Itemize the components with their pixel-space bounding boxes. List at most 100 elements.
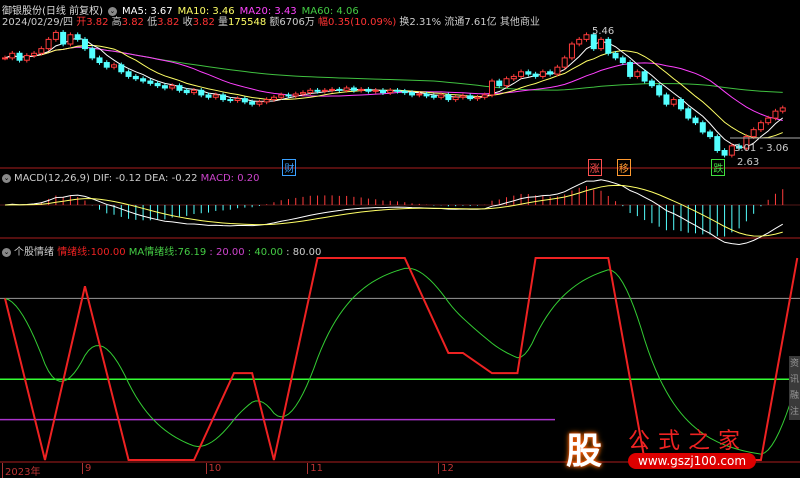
sentiment-line [4, 257, 799, 461]
candle-body [111, 64, 118, 68]
candle-body [329, 88, 336, 91]
vol-value: 175548 [228, 17, 267, 28]
candle-body [154, 82, 161, 87]
candle-body [459, 95, 466, 98]
event-marker[interactable]: 涨 [587, 159, 602, 176]
candle-body [103, 62, 110, 68]
candle-body [183, 89, 190, 94]
logo-glyph: 股 [566, 431, 603, 472]
macd-title[interactable]: MACD(12,26,9) [14, 173, 90, 184]
level-40: : 40.00 [247, 247, 283, 258]
event-marker[interactable]: 财 [282, 159, 297, 176]
candle-body [583, 34, 590, 40]
price-header: 御银股份(日线 前复权) ⌄ MA5: 3.67 MA10: 3.46 MA20: 3.… [2, 2, 364, 17]
candle-body [314, 89, 321, 92]
turnover: 换2.31% [399, 17, 442, 28]
candle-body [656, 85, 663, 96]
level-20: : 20.00 [209, 247, 245, 258]
ma60-label: MA60: 4.06 [301, 6, 359, 17]
event-marker[interactable]: 跌 [711, 159, 726, 176]
dif-line [4, 179, 783, 246]
ma10-label: MA10: 3.46 [177, 6, 235, 17]
macd-label: MACD: 0.20 [200, 173, 260, 184]
x-axis: 2023年 9 10 11 12 [0, 463, 560, 478]
candle-body [343, 87, 350, 91]
float-cap: 流通7.61亿 [444, 17, 497, 28]
candle-body [198, 89, 205, 96]
x-axis-label: 11 [307, 463, 323, 474]
candle-body [379, 89, 386, 94]
candle-body [627, 62, 634, 77]
candle-body [619, 57, 626, 64]
candle-body [125, 71, 132, 77]
side-tab[interactable]: 注 [789, 407, 799, 417]
low-label: 低 [147, 17, 158, 28]
candle-body [132, 75, 139, 80]
candle-body [736, 145, 743, 149]
candle-body [278, 94, 285, 98]
candle-body [518, 71, 525, 77]
side-tab[interactable]: 资 [789, 359, 799, 369]
candle-body [2, 57, 8, 60]
candle-body [445, 94, 452, 101]
x-axis-label: 2023年 [2, 463, 40, 478]
macd-header: ⌄ MACD(12,26,9) DIF: -0.12 DEA: -0.22 MAC… [2, 173, 259, 184]
candle-body [45, 38, 52, 50]
candle-body [372, 89, 379, 92]
candle-body [670, 99, 677, 105]
candle-body [576, 38, 583, 45]
candle-body [743, 136, 750, 149]
quote-line: 2024/02/29/四 开3.82 高3.82 低3.82 收3.82 量17… [2, 13, 540, 28]
side-tab[interactable]: 融 [789, 391, 799, 401]
settings-icon[interactable]: ⌄ [107, 6, 117, 16]
candle-body [263, 99, 270, 103]
low-annotation: 2.63 [737, 157, 760, 168]
ma10-line [4, 44, 783, 139]
date: 2024/02/29/四 [2, 17, 74, 28]
logo-url: www.gszj100.com [628, 453, 757, 469]
candle-body [757, 122, 764, 131]
candle-body [481, 94, 488, 98]
candle-body [205, 94, 212, 98]
sentiment-title[interactable]: 个股情绪 [14, 247, 54, 258]
candle-body [503, 78, 510, 87]
candle-body [474, 96, 481, 100]
candle-body [714, 136, 721, 151]
candle-body [772, 110, 779, 119]
candle-body [60, 31, 67, 45]
candle-body [467, 95, 474, 100]
candle-body [554, 66, 561, 75]
candle-body [16, 52, 23, 61]
candle-body [423, 93, 430, 97]
candle-body [270, 96, 277, 101]
candle-body [321, 89, 328, 92]
candle-body [234, 98, 241, 101]
event-marker[interactable]: 移 [616, 159, 631, 176]
x-axis-label: 12 [438, 463, 454, 474]
side-tab-panel[interactable]: 资 讯 融 注 [789, 356, 800, 420]
ma5-line [4, 37, 784, 148]
sentiment-settings-icon[interactable]: ⌄ [2, 247, 11, 257]
candle-body [161, 85, 168, 89]
side-tab[interactable]: 讯 [789, 375, 799, 385]
dea-line [4, 184, 783, 237]
candle-body [765, 117, 772, 124]
candle-body [612, 52, 619, 59]
industry[interactable]: 其他商业 [499, 17, 540, 28]
candle-body [590, 34, 597, 50]
candle-body [358, 88, 365, 91]
ma20-label: MA20: 3.43 [239, 6, 297, 17]
candle-body [438, 94, 445, 98]
ma5-label: MA5: 3.67 [121, 6, 173, 17]
x-axis-label: 10 [205, 463, 221, 474]
candle-body [9, 52, 16, 59]
candle-body [227, 99, 234, 102]
macd-settings-icon[interactable]: ⌄ [2, 173, 11, 183]
stock-title[interactable]: 御银股份(日线 前复权) [2, 6, 103, 17]
candle-body [510, 75, 517, 80]
close-value: 3.82 [192, 17, 215, 28]
logo-site: 公式之家 [628, 429, 749, 454]
amt-value: 6706万 [279, 17, 315, 28]
chg-label: 幅 [318, 17, 329, 28]
